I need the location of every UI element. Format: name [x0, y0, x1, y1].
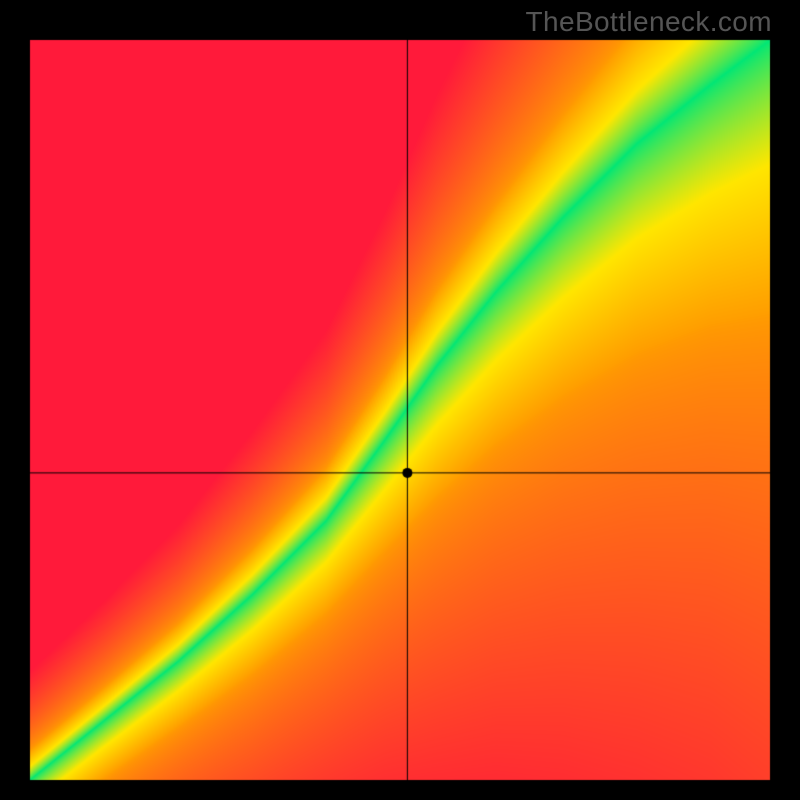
watermark-text: TheBottleneck.com — [526, 6, 772, 38]
chart-container: TheBottleneck.com — [0, 0, 800, 800]
heatmap-canvas — [0, 0, 800, 800]
